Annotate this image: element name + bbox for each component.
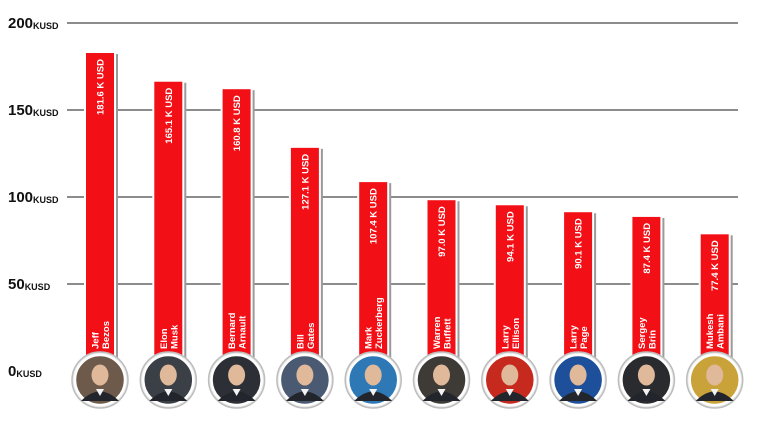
avatar-face <box>296 364 314 386</box>
y-tick-label: 0KUSD <box>8 363 42 380</box>
avatar-photo <box>71 351 129 409</box>
bar <box>425 198 458 372</box>
avatars <box>71 351 744 409</box>
bar-value-label: 87.4 K USD <box>642 223 653 274</box>
category-label-last: Ambani <box>716 314 727 349</box>
category-label-last: Page <box>579 326 590 349</box>
category-label-first: Mark <box>364 326 375 349</box>
avatar-face <box>637 364 655 386</box>
avatar-shoulders <box>354 391 393 401</box>
bar <box>357 180 390 372</box>
bar-value-label: 127.1 K USD <box>300 154 311 210</box>
avatar-face <box>706 364 724 386</box>
avatar-face <box>91 364 109 386</box>
avatar-shoulders <box>490 391 529 401</box>
y-tick-unit: KUSD <box>33 108 59 118</box>
category-label-last: Buffett <box>443 318 454 349</box>
avatar-shoulders <box>422 391 461 401</box>
avatar-collar <box>96 389 104 396</box>
y-tick-label: 100KUSD <box>8 189 59 206</box>
bars: 181.6 K USD Jeff Bezos 165.1 K USD Elon Musk 1… <box>84 51 733 373</box>
avatar-collar <box>437 389 446 396</box>
avatar-shoulders <box>81 391 119 401</box>
avatar-face <box>433 364 450 386</box>
avatar-collar <box>164 389 173 396</box>
avatar-photo <box>617 351 676 409</box>
category-label-last: Brin <box>647 330 658 349</box>
avatar-face <box>569 364 587 386</box>
y-tick-unit: KUSD <box>33 21 59 31</box>
avatar-photo <box>344 351 402 409</box>
avatar-photo <box>139 351 198 409</box>
bar-value-label: 97.0 K USD <box>437 206 448 257</box>
avatar-shoulders <box>149 391 188 401</box>
y-tick-unit: KUSD <box>16 369 42 379</box>
y-tick-value: 0 <box>8 363 16 380</box>
category-label-last: Arnault <box>238 315 249 349</box>
avatar-collar <box>642 389 651 396</box>
avatar-face <box>228 364 246 386</box>
bar-value-label: 181.6 K USD <box>96 59 107 115</box>
category-label-first: Larry <box>500 325 511 349</box>
avatar-photo <box>549 351 607 409</box>
bar-value-label: 160.8 K USD <box>232 95 243 151</box>
avatar-face <box>501 364 519 386</box>
avatar-collar <box>369 389 378 396</box>
avatar-shoulders <box>285 391 324 401</box>
avatar-collar <box>710 389 719 396</box>
category-label-last: Gates <box>306 323 317 349</box>
category-label-first: Larry <box>569 325 580 349</box>
bar <box>152 79 185 372</box>
avatar-face <box>159 364 177 386</box>
y-tick-unit: KUSD <box>25 282 51 292</box>
category-label-first: Mukesh <box>705 313 716 349</box>
bar-value-label: 165.1 K USD <box>164 88 175 144</box>
avatar-photo <box>685 351 744 409</box>
category-label-last: Zuckerberg <box>374 297 385 349</box>
bar-value-label: 94.1 K USD <box>505 211 516 262</box>
bar <box>220 87 253 372</box>
y-tick-value: 150 <box>8 102 33 119</box>
bar <box>493 203 526 372</box>
y-tick-label: 150KUSD <box>8 102 59 119</box>
avatar-shoulders <box>695 391 734 401</box>
category-label-first: Bernard <box>227 312 238 349</box>
avatar-photo <box>481 351 539 409</box>
avatar-collar <box>505 389 514 396</box>
avatar-shoulders <box>627 391 666 401</box>
category-label-first: Jeff <box>91 331 102 349</box>
y-tick-value: 100 <box>8 189 33 206</box>
y-tick-value: 50 <box>8 276 25 293</box>
bar-value-label: 77.4 K USD <box>710 240 721 291</box>
y-tick-label: 200KUSD <box>8 15 59 32</box>
y-tick-value: 200 <box>8 15 33 32</box>
avatar-collar <box>232 389 241 396</box>
avatar-shoulders <box>217 391 256 401</box>
bar <box>630 214 663 372</box>
avatar-face <box>364 364 382 386</box>
y-tick-label: 50KUSD <box>8 276 51 293</box>
bar <box>288 145 321 372</box>
bar-value-label: 90.1 K USD <box>574 218 585 269</box>
category-label-last: Bezos <box>101 321 112 349</box>
y-tick-unit: KUSD <box>33 195 59 205</box>
avatar-collar <box>574 389 583 396</box>
category-label-first: Sergey <box>637 317 648 349</box>
category-label-first: Elon <box>159 328 170 349</box>
category-label-last: Musk <box>169 324 180 349</box>
avatar-photo <box>207 351 266 409</box>
avatar-photo <box>276 351 334 409</box>
category-label-first: Warren <box>432 316 443 349</box>
category-label-first: Bill <box>295 334 306 349</box>
avatar-collar <box>300 389 309 396</box>
bar-value-label: 107.4 K USD <box>369 188 380 244</box>
avatar-shoulders <box>559 391 598 401</box>
avatar-photo <box>412 351 471 409</box>
bar <box>562 210 595 372</box>
category-label-last: Ellison <box>511 318 522 349</box>
